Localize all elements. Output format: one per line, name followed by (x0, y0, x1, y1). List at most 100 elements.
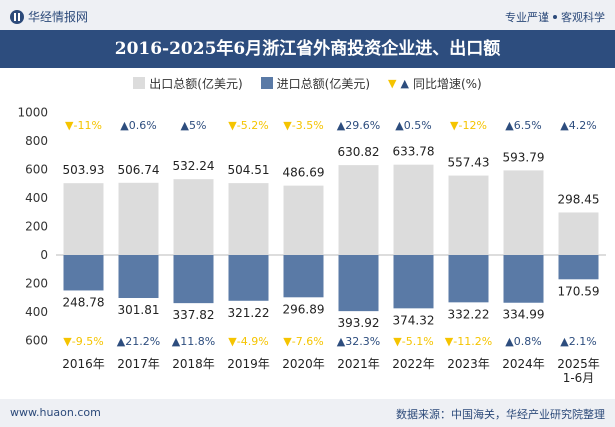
import-value-label: 170.59 (558, 284, 600, 298)
x-tick-label: 2020年 (282, 357, 325, 371)
import-bar (173, 255, 214, 304)
y-tick-label: 600 (25, 334, 48, 348)
y-tick-label: 400 (25, 191, 48, 205)
import-growth-value: -7.6% (292, 335, 324, 348)
export-value-label: 532.24 (173, 159, 215, 173)
import-growth-label: ▲2.1% (560, 335, 596, 348)
top-bar: 华经情报网 专业严谨 客观科学 (0, 0, 615, 30)
up-triangle-icon: ▲ (395, 119, 404, 132)
import-growth-label: ▲32.3% (337, 335, 380, 348)
import-growth-label: ▲11.8% (172, 335, 215, 348)
export-growth-label: ▲6.5% (505, 119, 541, 132)
export-growth-value: 0.6% (129, 119, 157, 132)
y-tick-label: 800 (25, 134, 48, 148)
export-growth-label: ▲29.6% (337, 119, 380, 132)
export-value-label: 630.82 (338, 145, 380, 159)
import-growth-value: -5.1% (402, 335, 434, 348)
import-growth-label: ▼-4.9% (228, 335, 268, 348)
up-triangle-icon: ▲ (181, 119, 190, 132)
legend-item-import: 进口总额(亿美元) (260, 75, 371, 92)
import-bar (393, 255, 434, 309)
up-triangle-icon: ▲ (560, 335, 569, 348)
import-growth-label: ▼-7.6% (283, 335, 323, 348)
x-tick-label: 2024年 (502, 357, 545, 371)
import-value-label: 374.32 (393, 313, 435, 327)
import-growth-value: -11.2% (453, 335, 492, 348)
x-tick-label: 2021年 (337, 357, 380, 371)
export-growth-value: -5.2% (237, 119, 269, 132)
export-bar (448, 175, 489, 255)
up-triangle-icon: ▲ (337, 119, 346, 132)
x-tick-label: 2017年 (117, 357, 160, 371)
export-bar (118, 182, 159, 255)
footer-website: www.huaon.com (10, 406, 101, 419)
export-value-label: 504.51 (228, 163, 270, 177)
export-value-label: 633.78 (393, 145, 435, 159)
export-growth-value: 29.6% (345, 119, 380, 132)
import-value-label: 332.22 (448, 307, 490, 321)
down-triangle-icon: ▼ (228, 119, 237, 132)
x-tick-label: 2025年 1-6月 (557, 357, 600, 385)
import-growth-label: ▼-9.5% (63, 335, 103, 348)
import-bar (228, 255, 269, 301)
y-tick-label: 600 (25, 163, 48, 177)
export-growth-label: ▲0.5% (395, 119, 431, 132)
export-bar (393, 164, 434, 255)
up-triangle-icon: ▲ (172, 335, 181, 348)
import-growth-value: 11.8% (180, 335, 215, 348)
export-bar (558, 212, 599, 255)
x-tick-label: 2018年 (172, 357, 215, 371)
y-tick-label: 400 (25, 305, 48, 319)
up-triangle-icon: ▲ (505, 335, 514, 348)
logo-icon (10, 9, 24, 24)
dot-separator-icon (553, 15, 557, 19)
import-value-label: 321.22 (228, 306, 270, 320)
export-bar (338, 165, 379, 255)
export-value-label: 486.69 (283, 166, 325, 180)
up-triangle-icon: ▲ (560, 119, 569, 132)
bar-chart: 1000 800 600 400 200 0 200 400 600 503.93 248.78 ▼… (17, 106, 606, 385)
y-tick-label: 1000 (17, 106, 48, 120)
up-triangle-icon: ▲ (505, 119, 514, 132)
export-value-label: 506.74 (118, 163, 160, 177)
x-tick-label: 2019年 (227, 357, 270, 371)
import-bar (118, 255, 159, 299)
export-growth-label: ▼-11% (65, 119, 102, 132)
import-growth-value: 32.3% (345, 335, 380, 348)
down-triangle-icon: ▼ (283, 335, 292, 348)
export-growth-value: -11% (74, 119, 102, 132)
import-bar (338, 255, 379, 312)
chart-legend: 出口总额(亿美元) 进口总额(亿美元) ▼ ▲ 同比增速(%) (0, 74, 615, 92)
import-bar (503, 255, 544, 303)
x-tick-label: 2016年 (62, 357, 105, 371)
import-growth-label: ▲0.8% (505, 335, 541, 348)
import-growth-value: -4.9% (237, 335, 269, 348)
export-bar (283, 185, 324, 255)
import-bar (283, 255, 324, 298)
import-bar (448, 255, 489, 303)
export-growth-label: ▼-12% (450, 119, 487, 132)
down-triangle-icon: ▼ (388, 76, 397, 90)
export-value-label: 298.45 (558, 192, 600, 206)
export-growth-value: 6.5% (514, 119, 542, 132)
x-tick-label: 2022年 (392, 357, 435, 371)
import-value-label: 301.81 (118, 303, 160, 317)
export-bar (503, 170, 544, 255)
legend-label-export: 出口总额(亿美元) (149, 76, 243, 91)
y-tick-label: 200 (25, 277, 48, 291)
legend-swatch-export (133, 77, 146, 89)
slogan-tag-1: 专业严谨 (505, 11, 549, 24)
export-growth-label: ▲4.2% (560, 119, 596, 132)
import-value-label: 334.99 (503, 308, 545, 322)
up-triangle-icon: ▲ (337, 335, 346, 348)
down-triangle-icon: ▼ (228, 335, 237, 348)
export-growth-label: ▼-5.2% (228, 119, 268, 132)
import-value-label: 393.92 (338, 316, 380, 330)
footer-source: 数据来源：中国海关，华经产业研究院整理 (396, 408, 605, 421)
import-growth-value: -9.5% (72, 335, 104, 348)
legend-label-import: 进口总额(亿美元) (276, 76, 371, 91)
legend-item-growth: ▼ ▲ 同比增速(%) (388, 75, 482, 92)
slogan-tags: 专业严谨 客观科学 (505, 9, 605, 25)
import-bar (63, 255, 104, 291)
